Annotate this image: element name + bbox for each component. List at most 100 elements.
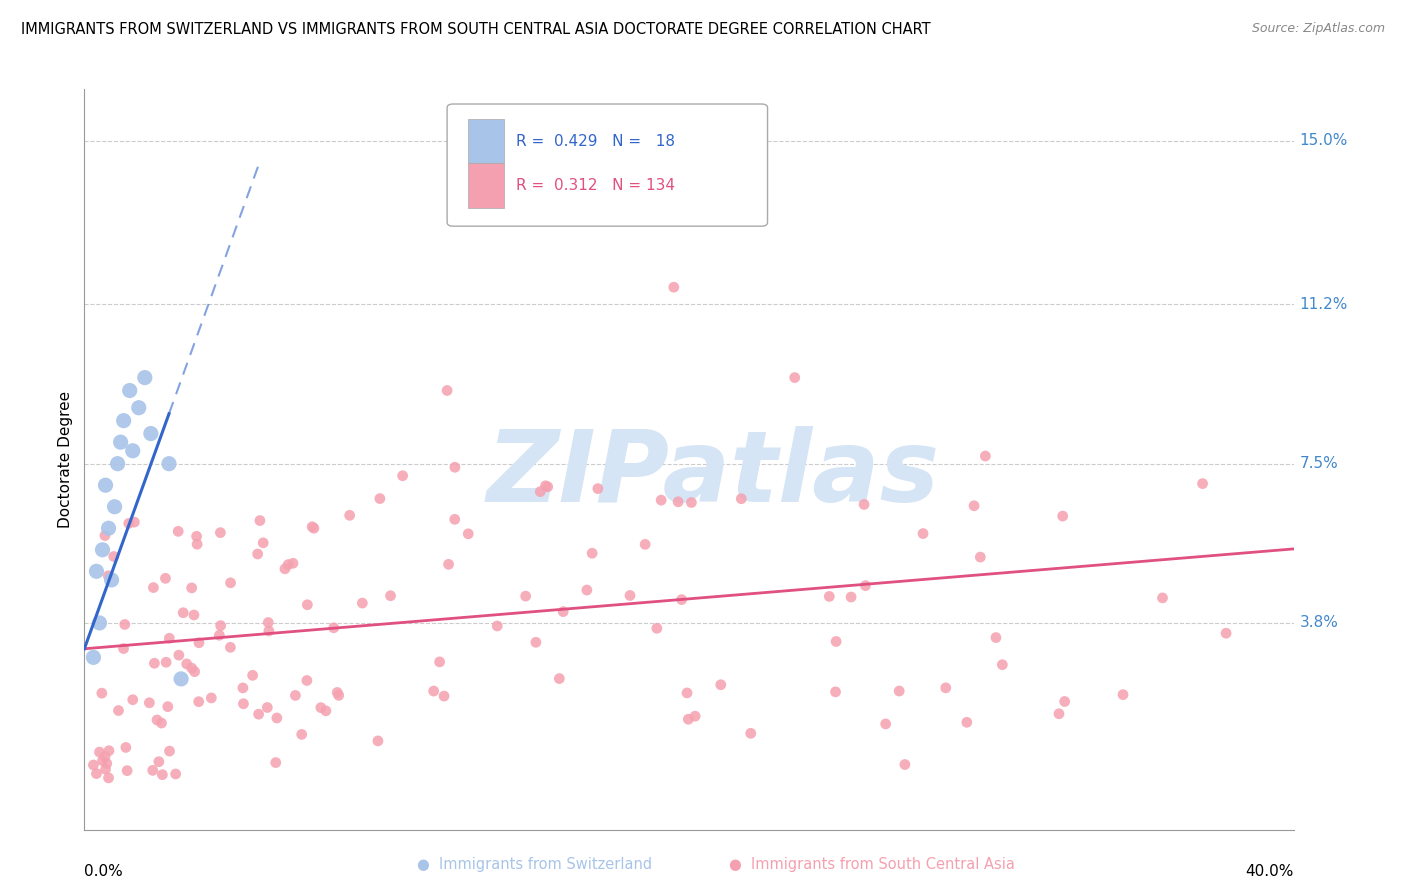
Point bbox=[645, 621, 668, 635]
Point bbox=[167, 648, 190, 662]
Point bbox=[894, 757, 917, 772]
Point bbox=[524, 635, 547, 649]
Point bbox=[114, 617, 136, 632]
Point bbox=[1053, 694, 1076, 708]
Point bbox=[186, 529, 208, 543]
Point bbox=[187, 695, 209, 709]
Point bbox=[97, 521, 120, 535]
Point bbox=[935, 681, 957, 695]
Point bbox=[94, 528, 117, 542]
Point bbox=[575, 582, 598, 597]
Point bbox=[91, 754, 114, 768]
Point bbox=[666, 495, 689, 509]
Point bbox=[443, 512, 465, 526]
Point bbox=[167, 524, 190, 539]
Point bbox=[818, 590, 841, 604]
Point bbox=[82, 758, 104, 772]
Point bbox=[634, 537, 657, 551]
Point bbox=[107, 457, 129, 471]
Point bbox=[157, 632, 180, 646]
Point bbox=[94, 478, 117, 492]
Point bbox=[86, 766, 108, 780]
Point bbox=[367, 734, 389, 748]
Point bbox=[134, 370, 156, 384]
Point bbox=[200, 690, 222, 705]
Point bbox=[142, 581, 165, 595]
Point bbox=[783, 370, 806, 384]
Point bbox=[257, 624, 280, 638]
Text: Source: ZipAtlas.com: Source: ZipAtlas.com bbox=[1251, 22, 1385, 36]
Point bbox=[730, 491, 752, 506]
Point bbox=[86, 564, 108, 578]
Point bbox=[128, 401, 150, 415]
Point bbox=[232, 681, 254, 695]
Point bbox=[352, 596, 374, 610]
Point bbox=[1052, 509, 1074, 524]
Point bbox=[391, 468, 413, 483]
Text: ●  Immigrants from Switzerland: ● Immigrants from Switzerland bbox=[416, 857, 652, 872]
Point bbox=[138, 696, 160, 710]
Point bbox=[529, 484, 551, 499]
Point bbox=[429, 655, 451, 669]
Point bbox=[124, 515, 146, 529]
Point bbox=[110, 435, 132, 450]
Point bbox=[328, 689, 350, 703]
Point bbox=[97, 568, 120, 582]
Point bbox=[103, 549, 125, 564]
Point bbox=[548, 672, 571, 686]
Point bbox=[433, 689, 456, 703]
Point bbox=[249, 514, 271, 528]
Point bbox=[650, 493, 672, 508]
Point bbox=[534, 479, 557, 493]
Point bbox=[170, 672, 193, 686]
Point bbox=[437, 558, 460, 572]
Point bbox=[515, 589, 537, 603]
Point bbox=[252, 536, 274, 550]
Point bbox=[436, 384, 458, 398]
Point bbox=[274, 562, 297, 576]
Text: ●  Immigrants from South Central Asia: ● Immigrants from South Central Asia bbox=[728, 857, 1015, 872]
Point bbox=[553, 605, 575, 619]
Point bbox=[266, 711, 288, 725]
Point bbox=[104, 500, 127, 514]
Point bbox=[107, 704, 129, 718]
Point bbox=[581, 546, 603, 560]
Point bbox=[156, 699, 179, 714]
Point bbox=[188, 636, 211, 650]
Point bbox=[301, 520, 323, 534]
Point bbox=[740, 726, 762, 740]
Point bbox=[209, 618, 232, 632]
Point bbox=[1112, 688, 1135, 702]
Point bbox=[486, 619, 509, 633]
Point bbox=[94, 762, 117, 776]
Point bbox=[422, 684, 444, 698]
Point bbox=[219, 640, 242, 655]
Point bbox=[232, 697, 254, 711]
Point bbox=[148, 755, 170, 769]
Point bbox=[91, 542, 114, 557]
Point bbox=[671, 592, 693, 607]
Point bbox=[326, 685, 349, 699]
Text: 11.2%: 11.2% bbox=[1299, 297, 1348, 312]
Point bbox=[247, 707, 270, 722]
Point bbox=[683, 709, 706, 723]
Point bbox=[662, 169, 685, 183]
Point bbox=[180, 661, 202, 675]
Y-axis label: Doctorate Degree: Doctorate Degree bbox=[58, 391, 73, 528]
Text: 0.0%: 0.0% bbox=[84, 864, 124, 879]
Point bbox=[295, 673, 318, 688]
Point bbox=[1215, 626, 1237, 640]
Point bbox=[139, 426, 162, 441]
Point bbox=[118, 384, 141, 398]
Point bbox=[89, 745, 111, 759]
Point bbox=[100, 573, 122, 587]
Point bbox=[150, 767, 173, 781]
Text: 15.0%: 15.0% bbox=[1299, 133, 1348, 148]
Point bbox=[150, 716, 173, 731]
Point bbox=[963, 499, 986, 513]
Point bbox=[118, 516, 141, 531]
Point bbox=[676, 686, 699, 700]
Point bbox=[121, 443, 143, 458]
Point bbox=[1191, 476, 1213, 491]
Point bbox=[96, 756, 118, 771]
